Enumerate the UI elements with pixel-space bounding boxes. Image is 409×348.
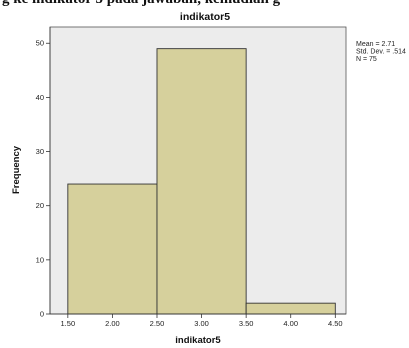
y-tick-label: 30 — [36, 147, 44, 156]
stat-line: Std. Dev. = .514 — [356, 49, 406, 56]
histogram-bar-2 — [156, 48, 247, 315]
x-tick-label: 1.50 — [61, 319, 76, 328]
x-tick-label: 4.00 — [283, 319, 298, 328]
stat-line: Mean = 2.71 — [356, 41, 395, 48]
y-tick-label: 20 — [36, 201, 44, 210]
x-tick-label: 2.50 — [150, 319, 165, 328]
y-tick-label: 10 — [36, 255, 44, 264]
y-tick-label: 50 — [36, 39, 44, 48]
caption-text: g ke indikator 5 pada jawaban, kemudian … — [2, 0, 280, 8]
x-axis: 1.50 2.00 2.50 3.00 3.50 4.00 4.50 — [50, 313, 346, 328]
y-axis: 0 10 20 30 40 50 — [36, 27, 51, 319]
chart-title: indikator5 — [180, 11, 230, 23]
y-axis-label: Frequency — [11, 145, 22, 194]
x-tick-label: 3.50 — [239, 319, 254, 328]
x-tick-label: 4.50 — [328, 319, 343, 328]
x-axis-label: indikator5 — [175, 335, 221, 346]
caption-fragment: g ke indikator 5 pada jawaban, kemudian … — [0, 0, 409, 12]
bars — [67, 48, 336, 315]
histogram-bar-3 — [245, 302, 336, 315]
y-tick-label: 40 — [36, 93, 44, 102]
histogram-bar-1 — [67, 183, 158, 315]
stat-line: N = 75 — [356, 56, 377, 63]
y-tick-label: 0 — [40, 310, 44, 319]
x-tick-label: 3.00 — [194, 319, 209, 328]
x-tick-label: 2.00 — [105, 319, 120, 328]
